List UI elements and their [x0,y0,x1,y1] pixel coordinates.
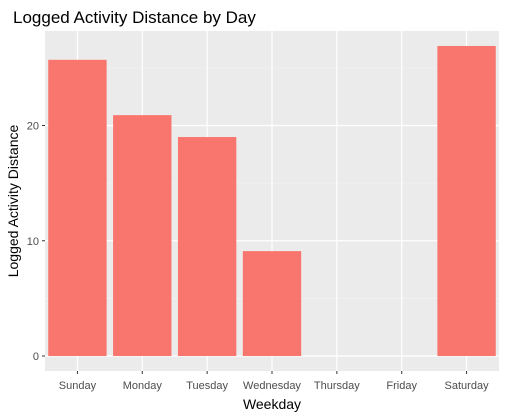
y-tick-label: 10 [27,236,39,248]
y-ticks: 0 10 20 [27,121,45,363]
x-tick-label: Wednesday [243,380,301,392]
x-tick-label: Sunday [59,380,97,392]
bar-wednesday [242,251,302,357]
x-tick-label: Tuesday [186,380,228,392]
x-tick-label: Monday [123,380,163,392]
x-tick-label: Saturday [445,380,490,392]
x-tick-label: Thursday [314,380,360,392]
bar-monday [113,115,172,357]
bar-sunday [48,59,107,357]
bar-saturday [437,45,496,357]
x-axis-title: Weekday [243,396,301,412]
x-tick-label: Friday [386,380,417,392]
y-tick-label: 0 [33,351,39,363]
y-tick-label: 20 [27,121,39,133]
bars [48,45,496,357]
bar-tuesday [177,137,237,357]
x-ticks: Sunday Monday Tuesday Wednesday Thursday Frid… [59,371,489,392]
chart-title: Logged Activity Distance by Day [13,8,256,27]
y-axis-title: Logged Activity Distance [5,125,21,278]
